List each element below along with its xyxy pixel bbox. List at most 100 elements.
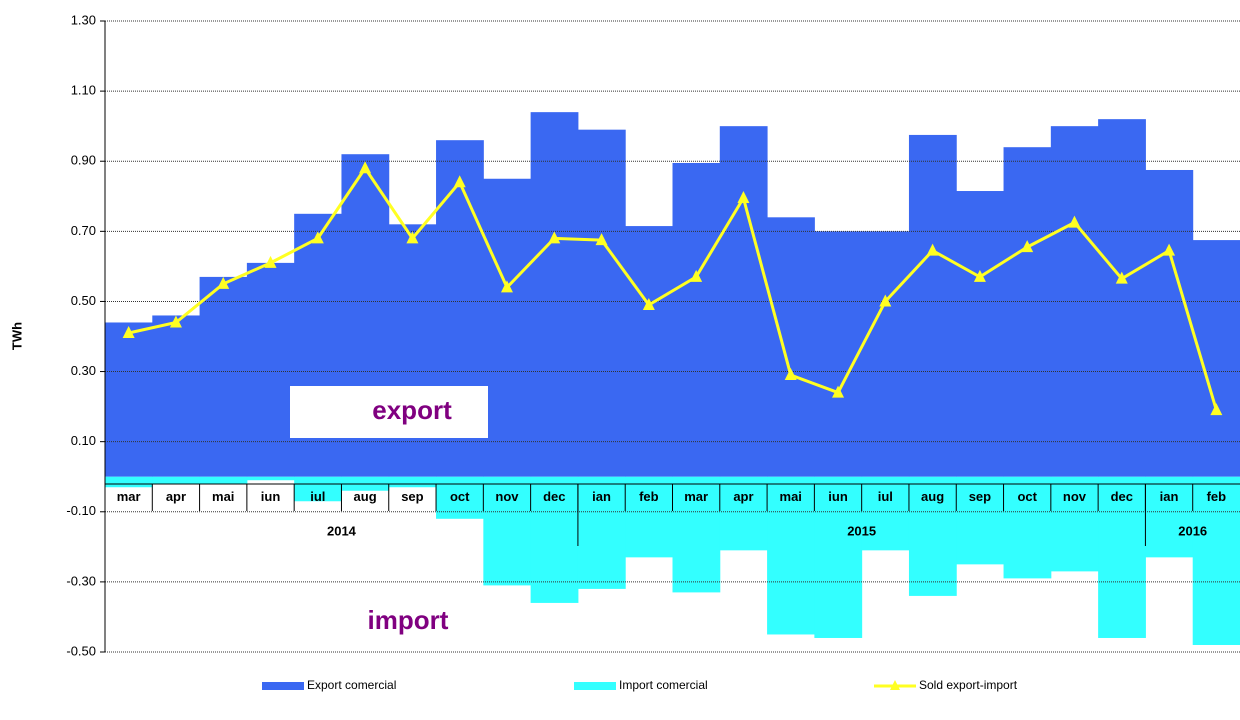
bar [246, 476, 295, 481]
bar [152, 476, 201, 484]
marker [122, 325, 135, 338]
bar [767, 217, 815, 477]
bar [1003, 476, 1052, 579]
x-tick-label: mai [212, 489, 234, 504]
bar [814, 476, 863, 638]
marker [264, 255, 277, 268]
marker [926, 243, 939, 256]
x-tick-label: mai [780, 489, 802, 504]
marker [690, 269, 703, 282]
bar [908, 476, 957, 596]
legend-label: Export comercial [307, 678, 396, 692]
legend-swatch [890, 680, 900, 690]
y-tick-label: 1.30 [71, 12, 96, 27]
bar [1145, 476, 1194, 558]
bar [956, 191, 1005, 477]
marker [453, 175, 466, 188]
bar [483, 476, 532, 586]
year-label: 2014 [327, 523, 357, 538]
marker [1068, 215, 1081, 228]
x-tick-label: sep [969, 489, 991, 504]
marker [311, 231, 324, 244]
x-tick-label: dec [543, 489, 565, 504]
y-tick-label: -0.50 [66, 643, 96, 658]
marker [784, 368, 797, 381]
bar [719, 476, 768, 551]
marker [500, 280, 513, 293]
x-tick-label: oct [1017, 489, 1037, 504]
x-tick-label: mar [117, 489, 141, 504]
marker [406, 231, 419, 244]
marker [1115, 271, 1128, 284]
y-tick-label: 0.50 [71, 293, 96, 308]
legend-label: Sold export-import [919, 678, 1018, 692]
y-tick-label: 0.90 [71, 153, 96, 168]
bar [199, 276, 248, 477]
y-tick-label: 0.30 [71, 363, 96, 378]
bar [956, 476, 1005, 565]
y-tick-label: -0.10 [66, 503, 96, 518]
bar [672, 476, 721, 593]
bar [105, 322, 153, 477]
bar [625, 476, 673, 558]
bar [1192, 476, 1240, 645]
marker [642, 297, 655, 310]
legend-swatch [262, 682, 304, 690]
y-tick-label: 0.10 [71, 433, 96, 448]
bar [388, 224, 437, 477]
bar [577, 476, 626, 589]
bar [105, 476, 153, 488]
legend-swatch [574, 682, 616, 690]
x-tick-label: feb [639, 489, 659, 504]
marker [169, 315, 182, 328]
x-tick-label: iun [261, 489, 281, 504]
bar [199, 476, 248, 484]
annotation: import [368, 605, 449, 635]
x-tick-label: nov [495, 489, 519, 504]
x-tick-label: iun [828, 489, 848, 504]
bar [1003, 147, 1052, 477]
bar [1098, 476, 1146, 638]
bar [1145, 169, 1194, 477]
year-label: 2015 [847, 523, 876, 538]
y-tick-label: 0.70 [71, 223, 96, 238]
marker [359, 161, 372, 174]
x-tick-label: nov [1063, 489, 1087, 504]
marker [832, 385, 845, 398]
bar [672, 162, 721, 477]
x-tick-label: ian [592, 489, 611, 504]
bar [767, 476, 815, 635]
marker [879, 294, 892, 307]
marker [973, 269, 986, 282]
bar [1098, 119, 1146, 477]
x-tick-label: iul [878, 489, 893, 504]
bar [908, 134, 957, 477]
x-tick-label: dec [1111, 489, 1133, 504]
x-tick-label: mar [684, 489, 708, 504]
x-tick-label: ian [1160, 489, 1179, 504]
bar [861, 231, 910, 477]
line [128, 165, 1218, 411]
year-label: 2016 [1178, 523, 1207, 538]
marker [737, 191, 750, 204]
x-tick-label: aug [354, 489, 377, 504]
x-tick-label: oct [450, 489, 470, 504]
bar [814, 231, 863, 477]
marker [595, 233, 608, 246]
bar [577, 129, 626, 477]
marker [1210, 403, 1223, 416]
bar [246, 262, 295, 477]
marker [548, 231, 561, 244]
bar [530, 476, 579, 603]
bar [625, 226, 673, 477]
marker [217, 276, 230, 289]
x-tick-label: apr [733, 489, 753, 504]
bar [152, 315, 201, 477]
bar [388, 476, 437, 488]
x-tick-label: aug [921, 489, 944, 504]
x-tick-label: sep [401, 489, 423, 504]
y-tick-label: 1.10 [71, 83, 96, 98]
y-tick-label: -0.30 [66, 573, 96, 588]
bar [483, 178, 532, 477]
